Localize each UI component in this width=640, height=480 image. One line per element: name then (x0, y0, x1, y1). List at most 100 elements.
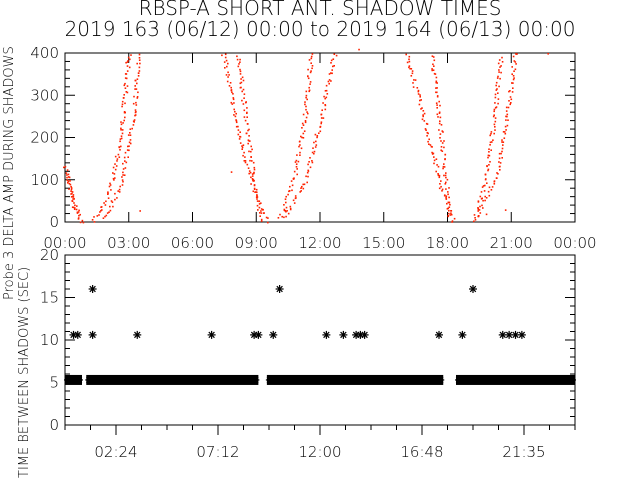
data-point (479, 205, 481, 208)
data-point (417, 90, 420, 93)
data-point (501, 56, 503, 59)
data-point (493, 114, 495, 116)
data-point (249, 159, 251, 162)
data-point (239, 131, 241, 133)
data-point (96, 215, 99, 217)
data-point (306, 111, 308, 113)
data-point (227, 76, 229, 78)
data-point (494, 117, 497, 119)
data-point (283, 216, 285, 219)
data-point (422, 115, 424, 118)
data-point (330, 80, 332, 82)
data-point (318, 132, 320, 134)
data-point (65, 172, 68, 174)
data-point (112, 205, 114, 208)
data-point (433, 72, 436, 75)
data-point (505, 110, 508, 112)
data-point (332, 58, 335, 60)
data-point (504, 132, 507, 135)
data-point (503, 137, 506, 139)
data-point (239, 82, 242, 85)
data-point (436, 107, 438, 109)
data-point (289, 208, 292, 211)
data-point (226, 80, 229, 83)
data-point (228, 74, 230, 76)
data-point (294, 161, 297, 163)
data-point (91, 219, 94, 221)
data-point (120, 137, 123, 140)
data-point (443, 163, 445, 165)
data-point (431, 69, 433, 72)
data-point (244, 156, 246, 158)
data-point (421, 107, 423, 109)
data-point (405, 53, 407, 56)
data-point (309, 71, 312, 74)
data-point (235, 112, 237, 115)
chart-subtitle: 2019 163 (06/12) 00:00 to 2019 164 (06/1… (65, 17, 576, 41)
data-point (488, 194, 491, 197)
data-point (74, 204, 76, 207)
data-point (488, 186, 491, 189)
data-point (511, 66, 513, 68)
y-tick-label: 20 (40, 246, 59, 264)
data-point (127, 156, 129, 158)
data-point (105, 200, 107, 203)
data-point (243, 151, 245, 154)
data-point (494, 107, 497, 109)
data-point (124, 77, 127, 79)
data-point (492, 115, 495, 118)
data-point (263, 212, 265, 214)
data-point (516, 53, 518, 55)
data-point (441, 142, 444, 144)
data-point (408, 55, 411, 58)
data-point (328, 73, 331, 75)
data-point (123, 174, 126, 176)
data-point (305, 96, 307, 99)
data-point (114, 155, 117, 158)
dense-asterisk-band (65, 374, 82, 385)
data-point (316, 136, 318, 139)
data-point (483, 190, 486, 192)
data-point (507, 106, 510, 109)
data-point (243, 109, 246, 112)
data-point (410, 75, 413, 77)
x-tick-label: 07:12 (196, 443, 239, 461)
y-tick-label: 15 (40, 289, 59, 307)
data-point (228, 85, 231, 87)
data-point (121, 132, 124, 135)
data-point (493, 108, 496, 111)
data-point (443, 140, 445, 142)
data-point (124, 160, 126, 162)
data-point (320, 121, 323, 123)
data-point (506, 115, 508, 118)
data-point (288, 190, 291, 192)
data-point (243, 160, 246, 162)
data-point (488, 151, 490, 153)
data-point (232, 97, 235, 99)
data-point (315, 144, 318, 146)
data-point (500, 152, 502, 155)
data-point (239, 68, 241, 71)
data-point (137, 91, 139, 94)
x-tick-label: 02:24 (94, 443, 137, 461)
data-point (114, 192, 116, 195)
data-point (81, 219, 84, 222)
data-point (300, 190, 302, 192)
data-point (121, 179, 124, 181)
data-point (115, 165, 118, 167)
data-point (474, 219, 477, 221)
data-point (434, 73, 437, 75)
data-point (129, 139, 132, 141)
asterisk-point (435, 330, 443, 339)
data-point (479, 195, 482, 198)
data-point (305, 108, 307, 111)
data-point (409, 67, 411, 70)
data-point (498, 69, 500, 71)
data-point (67, 182, 69, 184)
data-point (234, 115, 237, 118)
data-point (442, 131, 444, 133)
data-point (411, 70, 414, 72)
data-point (499, 77, 501, 80)
data-point (246, 116, 248, 118)
data-point (331, 69, 333, 71)
